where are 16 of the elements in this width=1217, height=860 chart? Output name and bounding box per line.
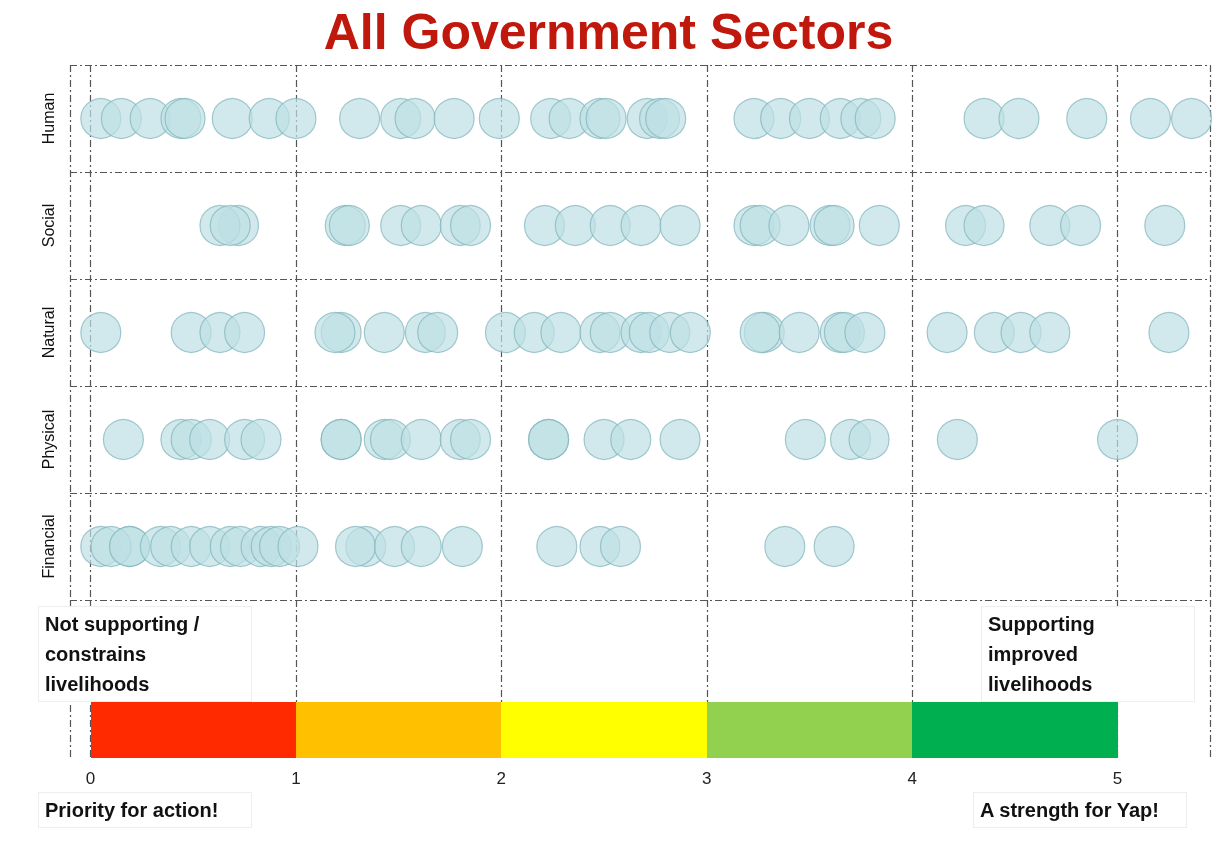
- text: Supporting improved livelihoods: [988, 613, 1101, 695]
- x-tick-label: 1: [291, 769, 301, 788]
- y-tick-label: Human: [39, 92, 57, 145]
- x-tick-label: 5: [1112, 769, 1123, 788]
- chart-title: All Government Sectors: [323, 4, 894, 60]
- text: Priority for action!: [45, 799, 219, 821]
- x-tick-label: 0: [85, 769, 96, 788]
- y-tick-label: Natural: [39, 306, 57, 359]
- x-tick-label: 4: [907, 769, 917, 788]
- y-tick-label: Social: [39, 203, 57, 248]
- y-tick-label: Financial: [39, 514, 57, 579]
- x-tick-label: 2: [496, 769, 507, 788]
- text: Not supporting / constrains livelihoods: [45, 613, 205, 695]
- y-tick-label: Physical: [39, 409, 57, 470]
- text: A strength for Yap!: [980, 799, 1159, 821]
- x-tick-label: 3: [702, 769, 712, 788]
